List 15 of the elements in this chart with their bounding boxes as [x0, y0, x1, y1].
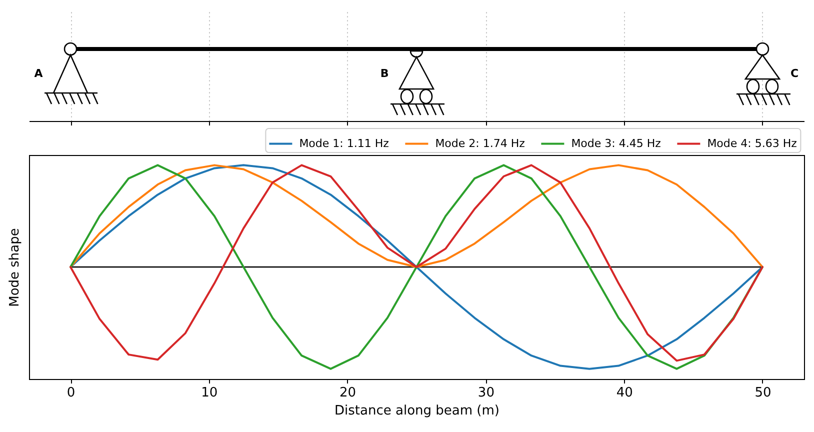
text: C: [790, 67, 799, 80]
x-tick-label: 40: [616, 386, 633, 400]
x-tick-label: 50: [754, 386, 772, 400]
y-axis-title: Mode shape: [8, 228, 22, 307]
text: B: [380, 67, 389, 80]
legend-label: Mode 3: 4.45 Hz: [571, 136, 662, 150]
x-axis-title: Distance along beam (m): [334, 404, 500, 418]
legend-label: Mode 1: 1.11 Hz: [299, 136, 390, 150]
x-tick-label: 0: [66, 386, 76, 400]
legend-label: Mode 2: 1.74 Hz: [435, 136, 526, 150]
x-tick-label: 20: [340, 386, 356, 400]
legend-label: Mode 4: 5.63 Hz: [707, 136, 798, 150]
text: A: [34, 67, 44, 80]
x-tick-label: 10: [201, 386, 218, 400]
x-tick-label: 30: [478, 386, 494, 400]
